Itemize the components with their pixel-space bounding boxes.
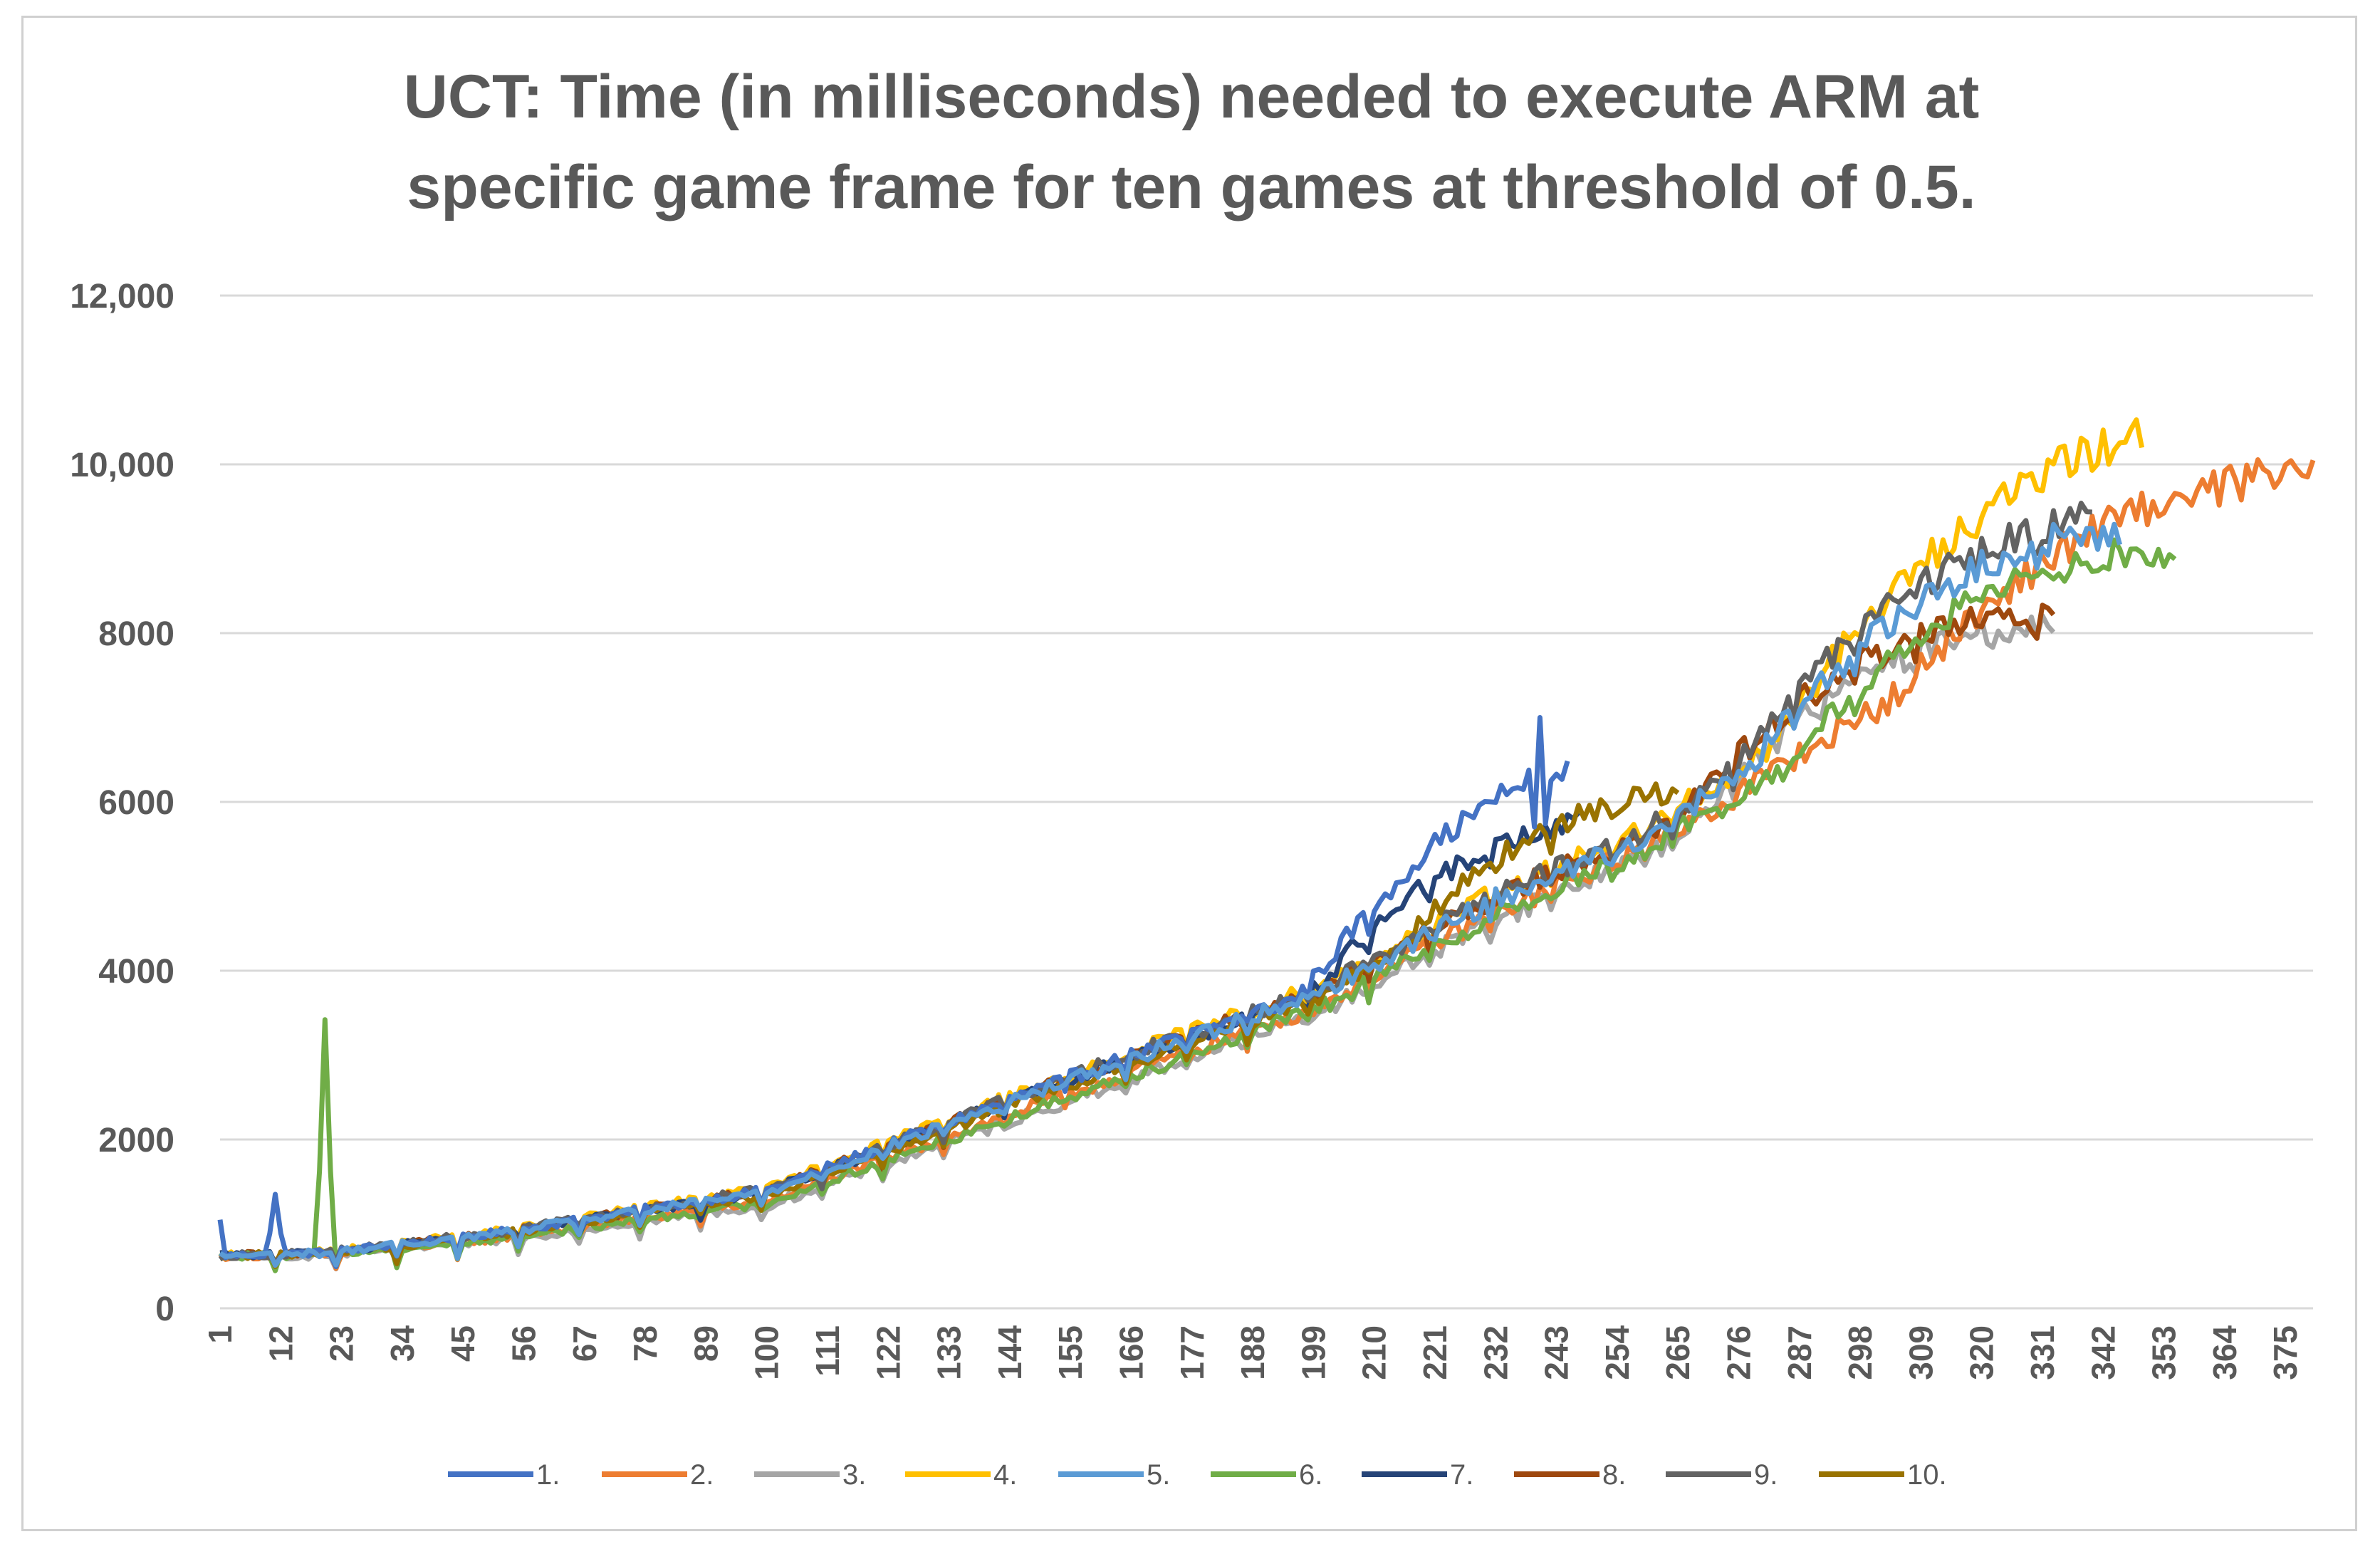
y-tick-label: 4000 [98,953,174,991]
series-line-5 [219,521,2122,1268]
x-tick-label: 12 [262,1325,299,1362]
x-tick-label: 144 [991,1325,1028,1380]
x-tick-label: 199 [1295,1325,1332,1380]
legend-label: 6. [1299,1459,1322,1491]
y-tick-label: 6000 [98,784,174,822]
x-tick-label: 100 [748,1325,785,1380]
x-tick-label: 67 [566,1325,603,1362]
x-tick-label: 56 [506,1325,543,1362]
chart-frame: UCT: Time (in milliseconds) needed to ex… [21,16,2357,1531]
x-tick-label: 342 [2084,1325,2121,1380]
x-tick-label: 155 [1052,1325,1089,1380]
x-tick-label: 122 [870,1325,907,1380]
x-tick-label: 89 [687,1325,724,1362]
y-tick-label: 10,000 [70,447,174,484]
series-line-6 [218,537,2177,1273]
x-tick-label: 34 [384,1325,421,1362]
series-line-2 [218,457,2316,1271]
x-tick-label: 254 [1599,1325,1636,1380]
x-tick-label: 23 [323,1325,360,1362]
x-tick-label: 78 [627,1325,664,1362]
x-axis-ticks: 1 12 23 34 45 56 67 78 89 100 111 122 133 144 155 166 17… [202,1325,2304,1380]
legend-label: 1. [536,1459,560,1491]
line-chart: UCT: Time (in milliseconds) needed to ex… [70,63,2316,1491]
x-tick-label: 265 [1659,1325,1696,1380]
series-line-7 [219,810,1581,1266]
gridlines [220,294,2313,1310]
x-tick-label: 221 [1416,1325,1453,1380]
x-tick-label: 298 [1842,1325,1879,1380]
legend-label: 10. [1907,1459,1947,1491]
legend-label: 9. [1754,1459,1778,1491]
y-tick-label: 8000 [98,615,174,653]
x-tick-label: 276 [1721,1325,1758,1380]
series-line-4 [219,417,2145,1268]
x-tick-label: 1 [202,1325,239,1344]
legend-label: 4. [993,1459,1017,1491]
legend-label: 2. [690,1459,714,1491]
x-tick-label: 320 [1963,1325,2000,1380]
y-tick-label: 0 [155,1290,174,1328]
series-line-9 [218,501,2092,1265]
x-tick-label: 353 [2146,1325,2183,1380]
chart-title-line-2: specific game frame for ten games at thr… [407,153,1975,221]
x-tick-label: 309 [1902,1325,1939,1380]
series-lines [217,417,2316,1273]
x-tick-label: 210 [1356,1325,1393,1380]
x-tick-label: 232 [1477,1325,1514,1380]
x-tick-label: 45 [444,1325,481,1362]
series-line-8 [219,603,2056,1271]
x-tick-label: 111 [809,1325,846,1377]
x-tick-label: 287 [1781,1325,1818,1380]
legend-label: 5. [1147,1459,1170,1491]
legend-label: 7. [1450,1459,1473,1491]
x-tick-label: 364 [2206,1325,2243,1380]
x-tick-label: 331 [2024,1325,2061,1380]
x-tick-label: 166 [1113,1325,1150,1380]
x-tick-label: 133 [931,1325,968,1380]
series-line-3 [219,613,2056,1272]
y-tick-label: 12,000 [70,278,174,315]
y-axis-ticks: 0 2000 4000 6000 8000 10,000 12,000 [70,278,174,1328]
legend-label: 8. [1602,1459,1626,1491]
x-tick-label: 375 [2267,1325,2304,1380]
legend-label: 3. [842,1459,866,1491]
x-tick-label: 243 [1538,1325,1575,1380]
x-tick-label: 188 [1234,1325,1271,1380]
chart-title-line-1: UCT: Time (in milliseconds) needed to ex… [404,63,1980,131]
legend: 1. 2. 3. 4. 5. 6. 7. 8. 9. 10. [448,1459,1947,1491]
y-tick-label: 2000 [98,1122,174,1159]
x-tick-label: 177 [1174,1325,1211,1380]
